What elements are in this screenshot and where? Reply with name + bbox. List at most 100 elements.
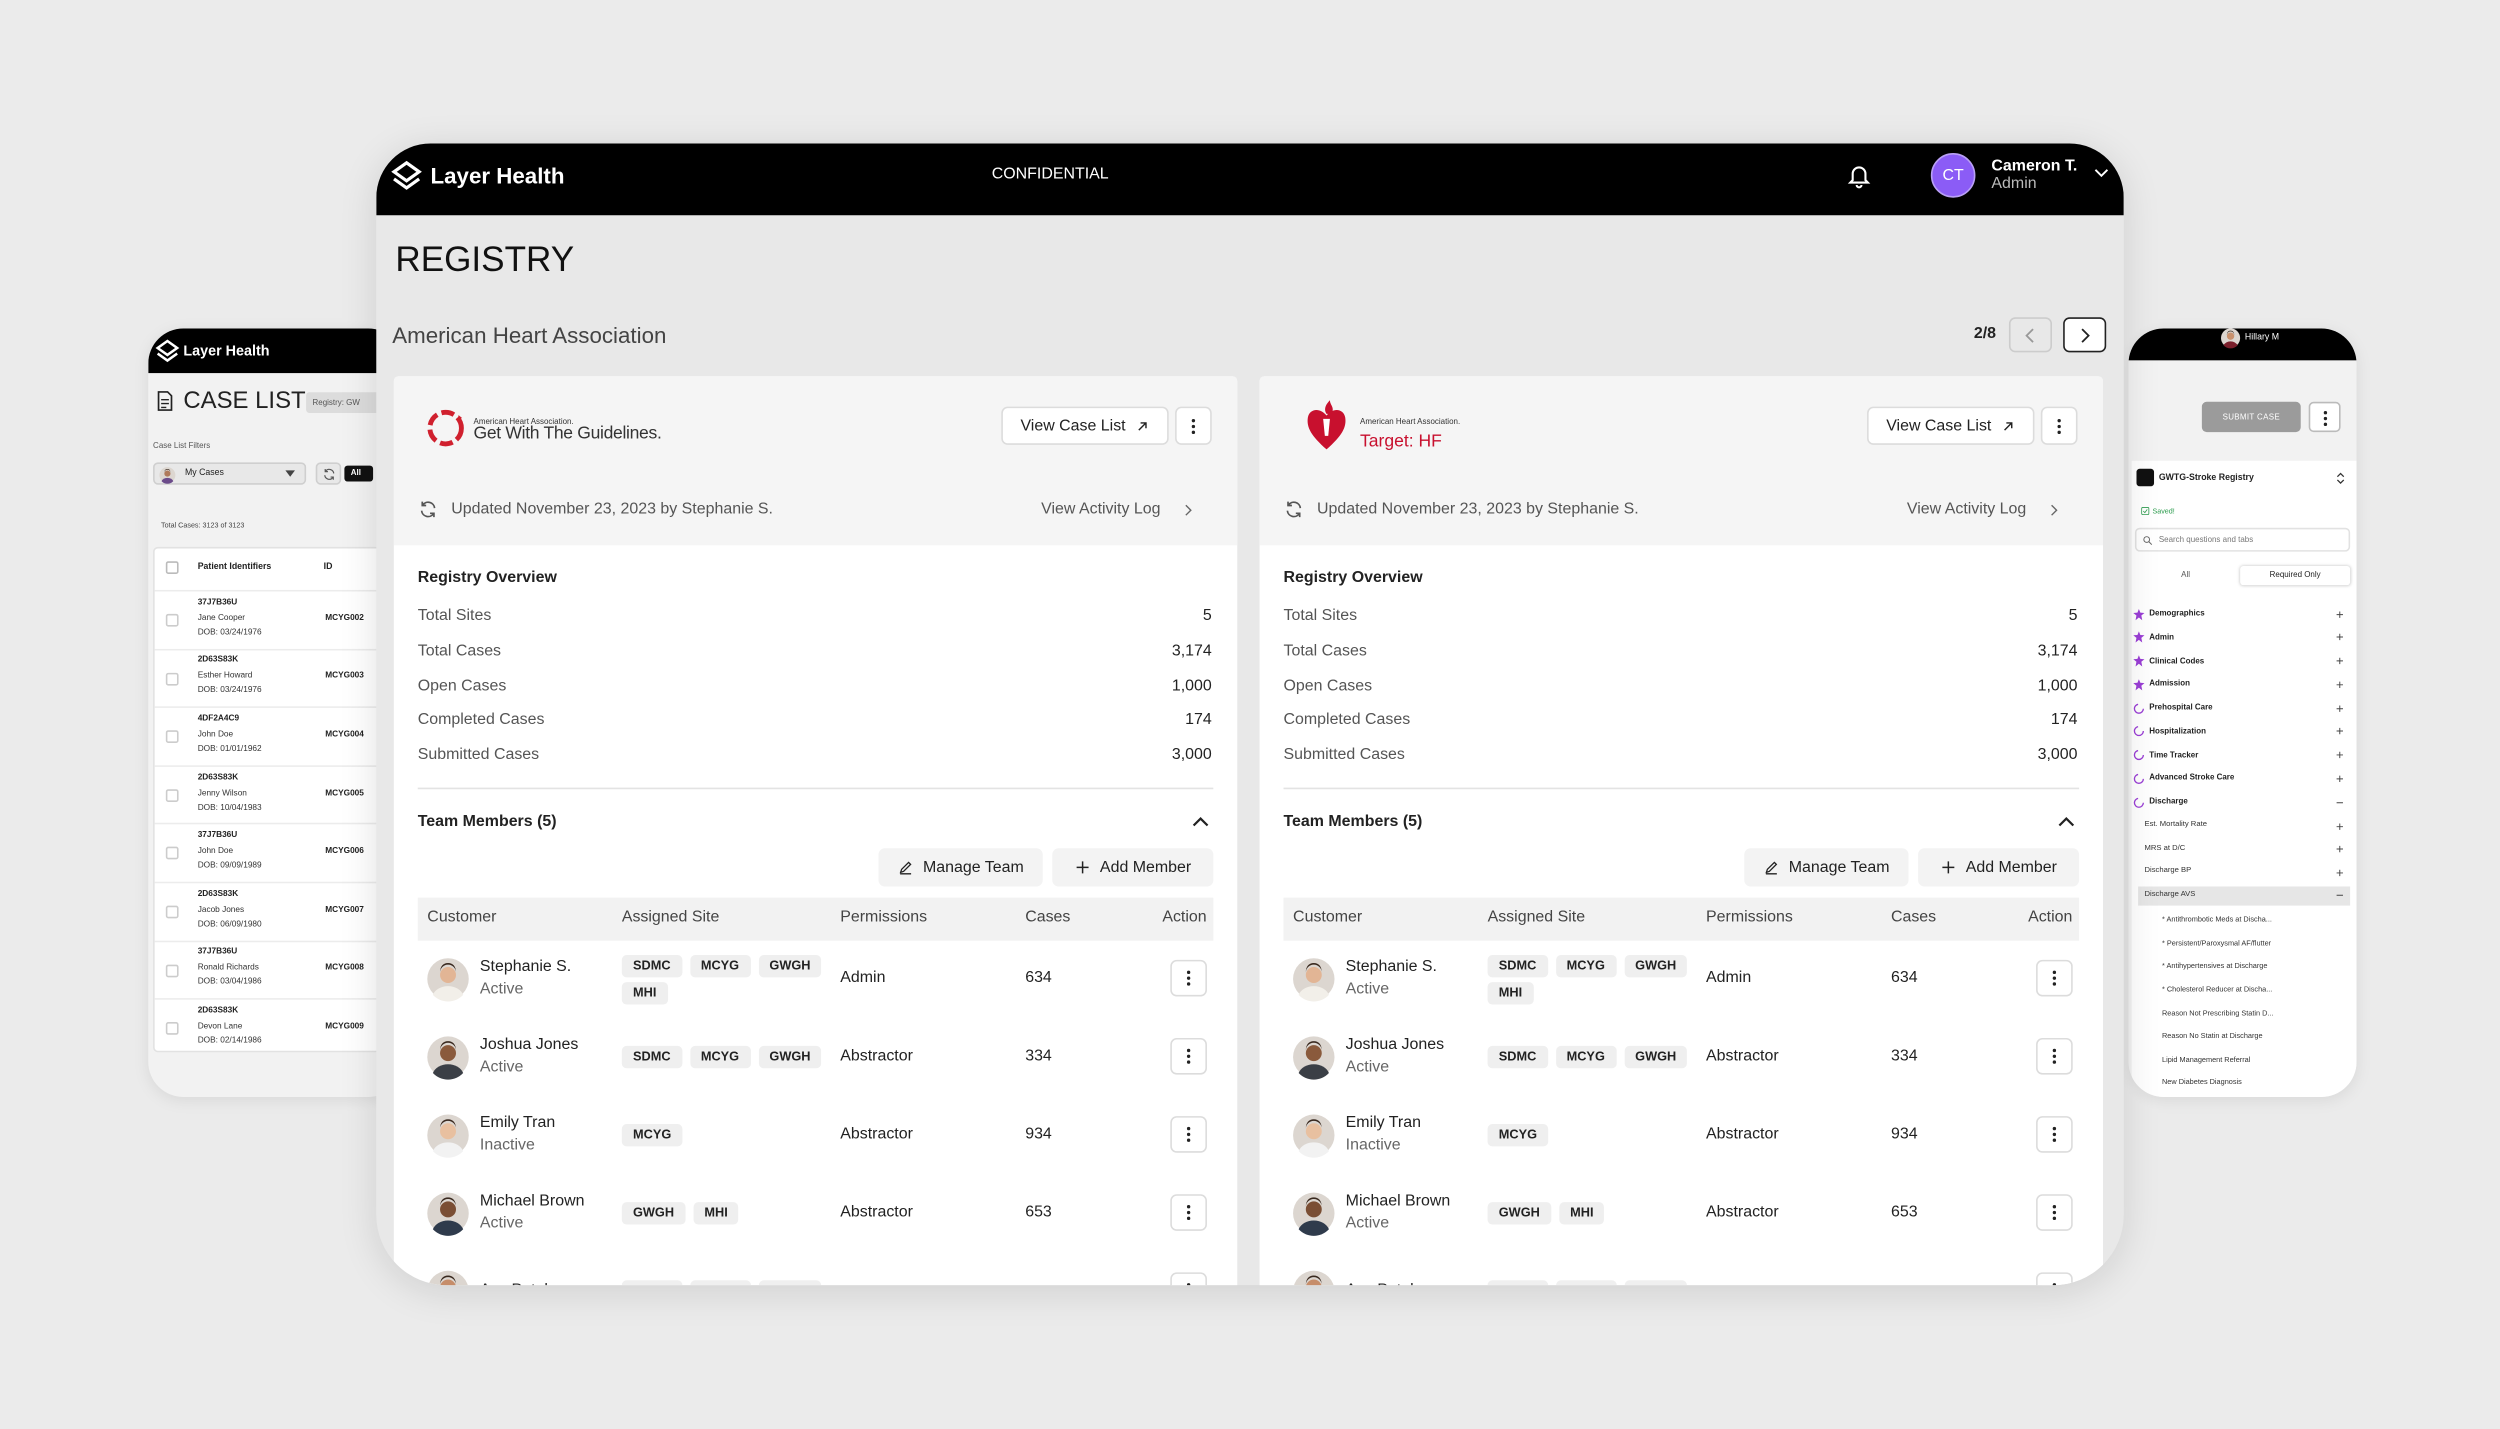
abstraction-menu[interactable] [2308, 401, 2341, 433]
icon-part [440, 1045, 456, 1062]
refresh-icon [420, 501, 436, 518]
member-name: Emily Tran [1345, 1114, 1421, 1133]
section-label: Discharge [2149, 797, 2188, 807]
notifications-button[interactable] [1845, 159, 1874, 191]
member-action-button[interactable] [2036, 959, 2073, 997]
member-action-button[interactable] [1170, 959, 1207, 997]
stat-value: 174 [2050, 711, 2078, 730]
icon-part [1305, 1275, 1322, 1286]
submit-case-button[interactable]: SUBMIT CASE [2201, 401, 2301, 433]
site-chips: MCYG [621, 1103, 832, 1167]
icon-part [1186, 970, 1191, 975]
row-checkbox[interactable] [165, 730, 179, 744]
section-label: Prehospital Care [2149, 703, 2213, 713]
case-filter-dropdown[interactable]: My Cases [153, 462, 307, 485]
icon-part [2336, 845, 2343, 853]
collapse-icon [2336, 801, 2343, 803]
member-action-button[interactable] [2036, 1272, 2073, 1286]
patient-dob: DOB: 03/04/1986 [197, 978, 262, 988]
expand-icon [2336, 751, 2343, 759]
row-checkbox[interactable] [165, 905, 179, 919]
icon-part [1191, 418, 1196, 423]
add-member-button[interactable]: Add Member [1052, 848, 1214, 887]
icon-part [2223, 341, 2238, 349]
row-checkbox[interactable] [165, 788, 179, 802]
refresh-button[interactable] [315, 462, 342, 485]
expand-icon [2336, 634, 2343, 641]
icon-part [2081, 328, 2090, 343]
icon-part [432, 1220, 464, 1236]
all-toggle[interactable]: All [344, 465, 374, 482]
activity-log-link[interactable]: View Activity Log [1040, 497, 1199, 523]
row-checkbox[interactable] [165, 1022, 179, 1036]
member-action-button[interactable] [2036, 1037, 2073, 1075]
icon-part [1305, 963, 1322, 973]
page-title: REGISTRY [395, 238, 575, 279]
icon-part [2142, 509, 2148, 514]
icon-part [899, 861, 912, 875]
plus-icon [1076, 861, 1089, 874]
site-chip: SDMC [1487, 1045, 1548, 1069]
previous-page[interactable] [2008, 317, 2052, 353]
icon-part [2133, 631, 2145, 643]
member-avatar [427, 958, 469, 1002]
icon-part [391, 160, 422, 183]
brand-name: Layer Health [430, 161, 565, 188]
member-action-button[interactable] [1170, 1272, 1207, 1286]
next-page[interactable] [2063, 317, 2107, 353]
manage-team-button[interactable]: Manage Team [878, 848, 1043, 887]
row-checkbox[interactable] [165, 963, 179, 977]
case-id: MCYG003 [325, 671, 364, 682]
site-chip: SDMC [621, 1045, 682, 1069]
icon-part [1305, 1123, 1322, 1140]
view-case-list-button[interactable]: View Case List [1001, 406, 1169, 445]
section-complete-icon [2133, 655, 2145, 667]
member-cases: 634 [1890, 969, 1918, 987]
site-chip: MCYG [689, 1045, 751, 1069]
row-checkbox[interactable] [165, 847, 179, 861]
member-name: Ava Patel [480, 1282, 548, 1285]
member-name: Ava Patel [1346, 1282, 1414, 1285]
registry-tag: Registry: GW [306, 392, 386, 413]
view-case-list-button[interactable]: View Case List [1867, 406, 2035, 445]
activity-log-link[interactable]: View Activity Log [1905, 497, 2064, 523]
member-status: Active [479, 980, 524, 999]
tab-active[interactable]: Required Only [2240, 566, 2351, 586]
icon-part [1286, 501, 1302, 518]
icon-part [432, 1142, 464, 1158]
site-chips: SDMC MCYG GWGH [621, 1260, 832, 1286]
pencil-icon [1765, 861, 1778, 875]
site-chip: MCYG [1555, 1280, 1617, 1286]
case-list-panel: Layer Health CASE LIST Registry: GW Case Li… [148, 328, 404, 1097]
patient-name: Esther Howard [197, 671, 253, 682]
member-action-button[interactable] [1170, 1037, 1207, 1075]
icon-part [2133, 796, 2145, 808]
row-checkbox[interactable] [165, 613, 179, 627]
team-collapse-toggle[interactable] [1189, 812, 1211, 834]
external-link-icon [2004, 421, 2013, 430]
team-collapse-toggle[interactable] [2055, 812, 2077, 834]
member-status: Active [1345, 980, 1390, 999]
icon-part [2336, 634, 2343, 641]
member-action-button[interactable] [2036, 1116, 2073, 1153]
patient-name: Jane Cooper [197, 613, 246, 624]
stat-label: Open Cases [417, 676, 507, 695]
registry-menu-button[interactable] [2040, 406, 2078, 445]
icon-part [427, 409, 464, 447]
stat-label: Submitted Cases [417, 746, 540, 765]
add-member-button[interactable]: Add Member [1918, 848, 2080, 887]
question-subitem: * Cholesterol Reducer at Discha... [2162, 985, 2273, 994]
member-permission: Abstractor [1706, 1125, 1779, 1144]
submit-case-label: SUBMIT CASE [2222, 412, 2280, 422]
user-avatar: CT [1930, 153, 1976, 198]
member-status: Inactive [1345, 1136, 1401, 1155]
member-action-button[interactable] [1170, 1116, 1207, 1153]
manage-team-button[interactable]: Manage Team [1744, 848, 1909, 887]
row-checkbox[interactable] [165, 672, 179, 685]
stat-label: Total Sites [1283, 607, 1358, 626]
member-action-button[interactable] [1170, 1194, 1207, 1231]
registry-menu-button[interactable] [1175, 406, 1212, 445]
member-action-button[interactable] [2036, 1194, 2073, 1231]
user-menu-caret [2094, 169, 2109, 178]
icon-part [2336, 869, 2343, 876]
